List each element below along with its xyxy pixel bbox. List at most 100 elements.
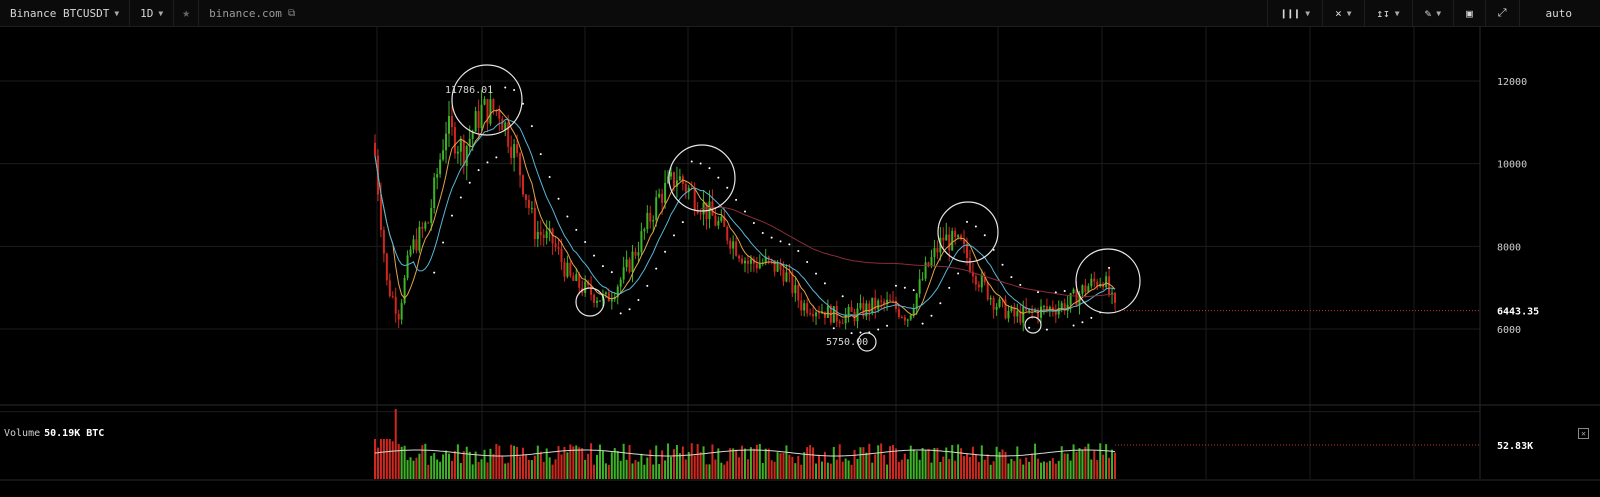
sar-dot: [1010, 276, 1013, 279]
volume-bar: [951, 445, 954, 479]
candle-body: [1093, 278, 1096, 282]
sar-dot: [699, 162, 702, 165]
volume-bar: [379, 439, 382, 479]
volume-bar: [903, 453, 906, 479]
candle-body: [646, 212, 649, 230]
candle-body: [631, 251, 634, 272]
candle-body: [815, 312, 818, 317]
volume-bar: [1087, 443, 1090, 479]
sar-dot: [690, 160, 693, 163]
volume-bar: [883, 454, 886, 479]
volume-bar: [892, 444, 894, 479]
volume-bar: [859, 447, 862, 479]
volume-bar: [1034, 443, 1037, 479]
volume-bar: [1108, 457, 1111, 479]
candle-body: [782, 269, 785, 282]
candle-body: [427, 222, 430, 224]
candle-body: [533, 207, 536, 240]
annotation-circle: [1075, 248, 1141, 314]
candle-body: [536, 231, 539, 240]
volume-bar: [590, 443, 593, 479]
volume-bar: [1081, 449, 1084, 479]
candle-body: [930, 257, 933, 266]
volume-bar: [779, 453, 782, 479]
candle-body: [942, 237, 945, 241]
sar-dot: [1001, 263, 1004, 266]
volume-bar: [889, 446, 892, 479]
candle-body: [992, 297, 995, 310]
screenshot-icon[interactable]: ▣: [1454, 0, 1486, 26]
sar-dot: [815, 272, 818, 275]
volume-bar: [764, 448, 767, 479]
volume-bar: [838, 444, 841, 479]
volume-bar: [818, 454, 820, 479]
indicators-icon[interactable]: ⨯ ▼: [1323, 0, 1365, 26]
candle-body: [554, 243, 557, 248]
volume-bar: [584, 459, 587, 479]
volume-bar: [593, 464, 596, 479]
candle-body: [983, 275, 986, 283]
volume-bar: [815, 463, 818, 479]
volume-bar: [468, 451, 471, 479]
candle-body: [409, 249, 412, 256]
fullscreen-icon[interactable]: ⤢: [1486, 0, 1520, 26]
scale-mode-button[interactable]: auto: [1520, 0, 1600, 26]
candle-body: [471, 131, 474, 139]
volume-bar: [1004, 452, 1007, 479]
candle-body: [527, 199, 530, 208]
close-icon[interactable]: ✕: [1578, 428, 1589, 439]
volume-bar: [856, 458, 859, 479]
volume-last-label: 52.83K: [1497, 441, 1533, 452]
sar-dot: [859, 331, 862, 334]
volume-bar: [533, 455, 536, 479]
candle-body: [542, 234, 545, 239]
volume-bar: [374, 439, 376, 479]
volume-bar: [1025, 457, 1028, 479]
candle-body: [732, 241, 735, 249]
draw-icon[interactable]: ✎ ▼: [1413, 0, 1455, 26]
candle-body: [687, 187, 690, 192]
volume-bar: [495, 444, 498, 479]
candle-body: [877, 300, 880, 310]
volume-bar: [382, 439, 385, 479]
sar-dot: [610, 271, 613, 274]
candles-icon[interactable]: ❙❙❙ ▼: [1267, 0, 1324, 26]
symbol-selector[interactable]: Binance BTCUSDT ▼: [0, 0, 131, 26]
candle-body: [791, 272, 794, 294]
candle-body: [803, 303, 806, 311]
volume-bar: [942, 456, 945, 479]
candle-body: [951, 230, 954, 251]
sar-dot: [717, 176, 720, 179]
candle-body: [741, 258, 744, 264]
candle-body: [486, 99, 489, 124]
star-icon[interactable]: ★: [174, 0, 200, 26]
site-link[interactable]: binance.com ⧉: [199, 0, 305, 26]
interval-selector[interactable]: 1D ▼: [130, 0, 175, 26]
compare-icon[interactable]: ↥↧ ▼: [1365, 0, 1413, 26]
candle-body: [459, 139, 462, 152]
candle-body: [1057, 308, 1060, 315]
candle-body: [859, 303, 862, 309]
sar-dot: [637, 299, 640, 302]
candle-body: [560, 248, 563, 263]
volume-bar: [1084, 446, 1087, 479]
candle-body: [670, 172, 672, 177]
volume-bar: [675, 445, 678, 479]
volume-bar: [829, 463, 832, 479]
ma-line-long: [700, 206, 1116, 298]
sar-dot: [850, 332, 853, 335]
candle-body: [915, 293, 918, 310]
candle-body: [598, 300, 601, 302]
volume-bar: [667, 443, 670, 479]
candle-body: [853, 311, 856, 322]
candle-body: [418, 226, 421, 251]
candle-body: [957, 235, 960, 237]
popout-icon: ⧉: [287, 7, 296, 19]
sar-dot: [557, 197, 560, 200]
candle-body: [684, 183, 687, 192]
sar-dot: [1063, 289, 1066, 292]
candle-body: [590, 285, 593, 295]
candle-body: [551, 228, 554, 244]
candles: [374, 85, 1116, 332]
price-chart[interactable]: 6000 8000 10000 12000 6443.35 52.83K 11786.01…: [0, 27, 1600, 497]
